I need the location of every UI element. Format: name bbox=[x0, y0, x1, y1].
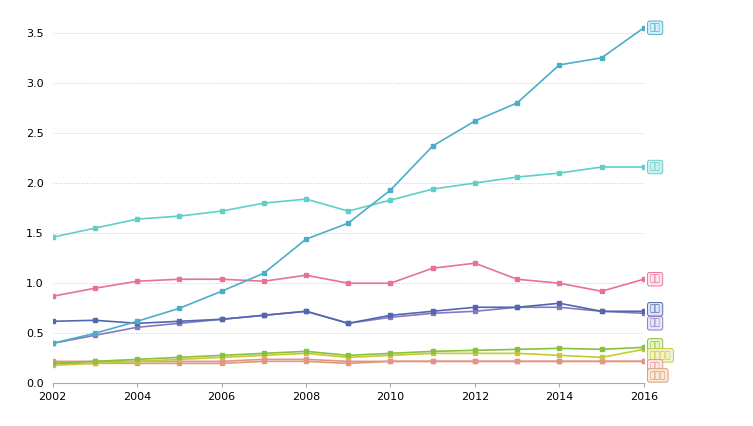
Text: 印度: 印度 bbox=[650, 319, 660, 328]
Text: 法国: 法国 bbox=[650, 341, 660, 350]
Text: 英国: 英国 bbox=[650, 362, 660, 371]
Text: 意大利: 意大利 bbox=[650, 371, 666, 380]
Text: 中国: 中国 bbox=[650, 23, 660, 32]
Text: 美国: 美国 bbox=[650, 163, 660, 172]
Text: 德国: 德国 bbox=[650, 305, 660, 314]
Text: 大韩民国: 大韩民国 bbox=[650, 351, 671, 360]
Text: 日本: 日本 bbox=[650, 275, 660, 284]
